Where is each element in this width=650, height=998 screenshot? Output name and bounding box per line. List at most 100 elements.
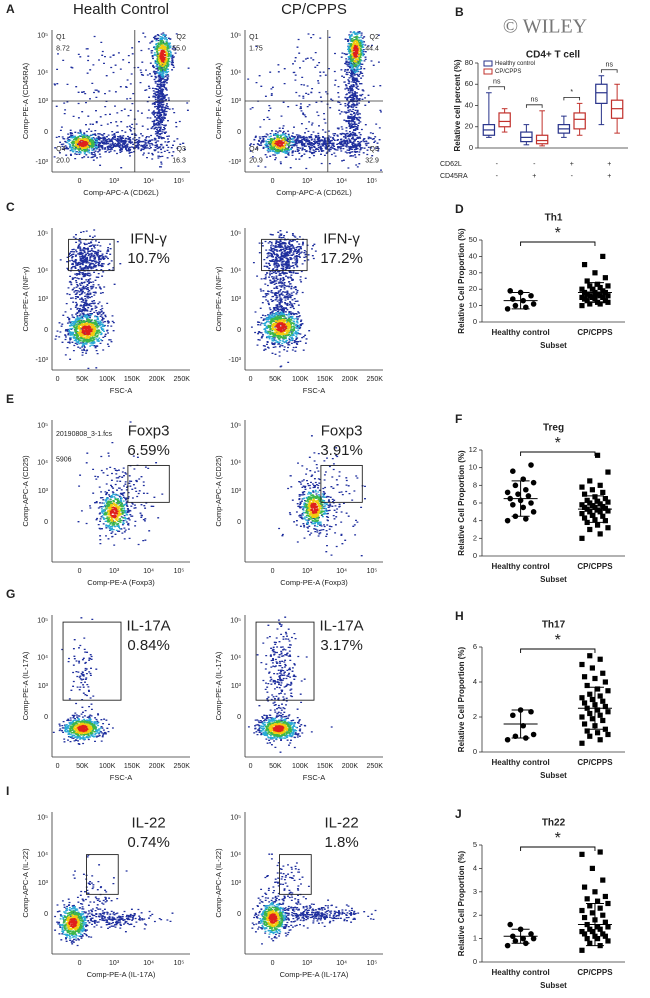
flow-plot: 10⁵ 10⁴ 10³ 0 0 10³ 10⁴ 10⁵ Comp-PE-A (IL-17A) Co… bbox=[214, 812, 383, 979]
data-point bbox=[597, 905, 603, 911]
column-header: CP/CPPS bbox=[281, 1, 347, 18]
data-point bbox=[584, 278, 590, 284]
density-dots bbox=[54, 229, 122, 370]
gate bbox=[62, 621, 122, 701]
x-axis-label: Subset bbox=[540, 981, 567, 990]
data-point bbox=[584, 728, 590, 734]
marker-sign: + bbox=[607, 173, 611, 180]
density-dots bbox=[73, 722, 93, 735]
gate bbox=[279, 854, 312, 895]
y-tick-label: 10⁴ bbox=[230, 851, 241, 858]
y-tick-label: 2 bbox=[473, 533, 477, 542]
chart-title: Treg bbox=[543, 423, 564, 434]
gate bbox=[261, 238, 308, 272]
x-tick-label: 10⁴ bbox=[143, 568, 154, 575]
marker-sign: + bbox=[532, 173, 536, 180]
density-dots bbox=[272, 725, 285, 733]
y-tick-label: 5 bbox=[473, 840, 477, 849]
data-point bbox=[579, 907, 585, 914]
significance-bracket bbox=[520, 241, 596, 246]
data-point bbox=[579, 294, 585, 300]
x-tick-label: 200K bbox=[342, 763, 359, 770]
density-dots bbox=[247, 616, 333, 753]
y-tick-label: 0 bbox=[237, 519, 241, 526]
gate-name: Foxp3 bbox=[321, 422, 363, 439]
y-tick-label: 1 bbox=[473, 934, 477, 943]
data-point bbox=[510, 712, 516, 719]
significance: * bbox=[555, 632, 561, 649]
box bbox=[573, 112, 586, 130]
y-tick-label: 0 bbox=[469, 143, 473, 152]
data-point bbox=[587, 940, 593, 946]
quadrant-value: 32.9 bbox=[365, 157, 379, 164]
x-tick-label: 10⁴ bbox=[143, 960, 154, 967]
density-dots bbox=[100, 493, 129, 532]
quadrant-name: Q1 bbox=[249, 34, 258, 41]
gate-percent: 0.84% bbox=[127, 637, 170, 654]
x-tick-label: 0 bbox=[271, 178, 275, 185]
gate-name: IL-22 bbox=[324, 814, 358, 831]
data-point bbox=[523, 486, 529, 493]
y-axis-label: Comp-APC-A (IL-22) bbox=[214, 848, 223, 918]
x-tick-label: 10⁵ bbox=[367, 178, 378, 185]
density-dots bbox=[268, 913, 278, 924]
x-tick-label: Healthy control bbox=[491, 328, 549, 337]
data-point bbox=[581, 262, 588, 268]
panel-letter: I bbox=[6, 784, 9, 798]
gate-name: IL-17A bbox=[126, 617, 170, 634]
x-tick-label: 50K bbox=[269, 376, 282, 383]
density-dots bbox=[275, 322, 288, 333]
y-tick-label: 20 bbox=[469, 284, 477, 293]
data-point bbox=[592, 675, 598, 682]
x-axis-label: FSC-A bbox=[110, 773, 133, 782]
panel-letter: G bbox=[6, 587, 15, 601]
chart-title: Th22 bbox=[542, 818, 566, 829]
quadrant-name: Q3 bbox=[177, 146, 186, 153]
y-tick-label: 30 bbox=[469, 268, 477, 277]
data-point bbox=[589, 696, 595, 703]
data-point bbox=[579, 511, 585, 517]
y-tick-label: -10³ bbox=[36, 357, 49, 364]
y-tick-label: 4 bbox=[473, 863, 477, 872]
x-axis-label: Comp-APC-A (CD62L) bbox=[83, 188, 159, 197]
y-tick-label: 0 bbox=[473, 747, 477, 756]
x-axis-label: FSC-A bbox=[110, 386, 133, 395]
data-point bbox=[504, 736, 511, 743]
y-tick-label: 10³ bbox=[231, 683, 242, 690]
x-axis-label: Comp-APC-A (CD62L) bbox=[276, 188, 352, 197]
y-tick-label: 4 bbox=[473, 516, 477, 525]
data-point bbox=[594, 730, 601, 736]
data-point bbox=[589, 910, 595, 916]
data-point bbox=[600, 288, 606, 294]
data-point bbox=[589, 665, 595, 671]
y-tick-label: 0 bbox=[237, 129, 241, 136]
panel-letter: H bbox=[455, 609, 464, 623]
data-point bbox=[587, 301, 593, 307]
x-tick-label: CP/CPPS bbox=[577, 758, 613, 767]
data-point bbox=[592, 889, 598, 895]
y-tick-label: 10⁴ bbox=[37, 654, 48, 661]
data-point bbox=[600, 253, 606, 259]
data-point bbox=[530, 509, 537, 515]
x-axis-label: Comp-PE-A (IL-17A) bbox=[87, 970, 156, 979]
y-tick-label: 10³ bbox=[231, 880, 242, 887]
y-tick-label: 10⁴ bbox=[37, 851, 48, 858]
data-point bbox=[602, 726, 608, 732]
data-point bbox=[504, 489, 511, 496]
y-axis-label: Comp-PE-A (INF-γ) bbox=[21, 266, 30, 332]
data-point bbox=[581, 504, 588, 511]
x-tick-label: 150K bbox=[124, 376, 141, 383]
data-point bbox=[579, 502, 585, 508]
gate-name: IFN-γ bbox=[130, 230, 167, 247]
y-tick-label: 60 bbox=[465, 79, 473, 88]
quadrant-name: Q2 bbox=[177, 34, 186, 41]
x-tick-label: CP/CPPS bbox=[577, 328, 613, 337]
x-tick-label: 10⁴ bbox=[143, 178, 154, 185]
x-axis-label: Subset bbox=[540, 575, 567, 584]
data-point bbox=[587, 526, 593, 533]
data-point bbox=[597, 656, 603, 662]
x-tick-label: 10⁴ bbox=[336, 960, 347, 967]
data-point bbox=[504, 942, 511, 949]
data-point bbox=[594, 498, 601, 504]
